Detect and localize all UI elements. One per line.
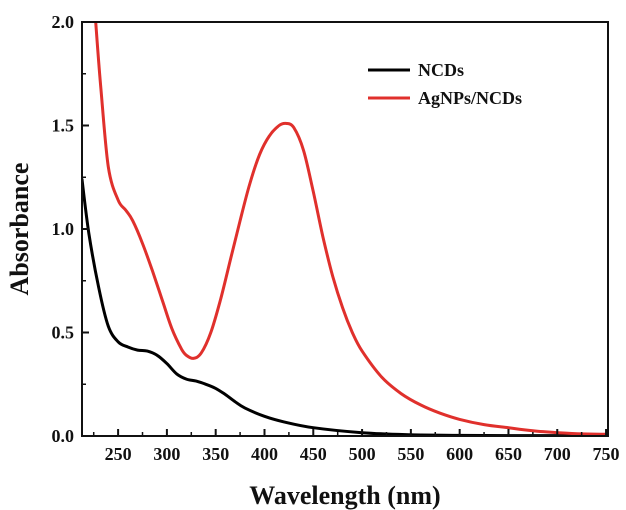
x-tick-label: 450: [300, 444, 327, 464]
x-tick-label: 300: [153, 444, 180, 464]
series-line-agnps-ncds: [94, 22, 608, 436]
legend-label: AgNPs/NCDs: [418, 88, 522, 108]
x-tick-label: 650: [495, 444, 522, 464]
y-axis-title: Absorbance: [5, 163, 34, 296]
y-tick-label: 2.0: [52, 12, 75, 32]
y-tick-label: 0.0: [52, 426, 75, 446]
x-tick-label: 250: [105, 444, 132, 464]
y-axis: 0.0 0.5 1.0 1.5 2.0: [52, 12, 89, 446]
y-tick-label: 1.5: [52, 116, 75, 136]
x-tick-label: 600: [446, 444, 473, 464]
x-axis-title: Wavelength (nm): [249, 481, 440, 510]
y-tick-label: 0.5: [52, 323, 75, 343]
legend-label: NCDs: [418, 60, 464, 80]
x-tick-label: 500: [349, 444, 376, 464]
series-line-ncds: [82, 177, 608, 436]
x-tick-label: 350: [202, 444, 229, 464]
x-tick-label: 700: [544, 444, 571, 464]
legend: NCDs AgNPs/NCDs: [368, 60, 522, 108]
x-tick-label: 550: [397, 444, 424, 464]
plot-frame: [81, 21, 609, 437]
x-tick-label: 750: [593, 444, 620, 464]
x-axis: 250 300 350 400 450 500 550 600 650 700 750: [92, 429, 620, 464]
y-tick-label: 1.0: [52, 219, 75, 239]
x-tick-label: 400: [251, 444, 278, 464]
series-layer: [82, 22, 608, 436]
